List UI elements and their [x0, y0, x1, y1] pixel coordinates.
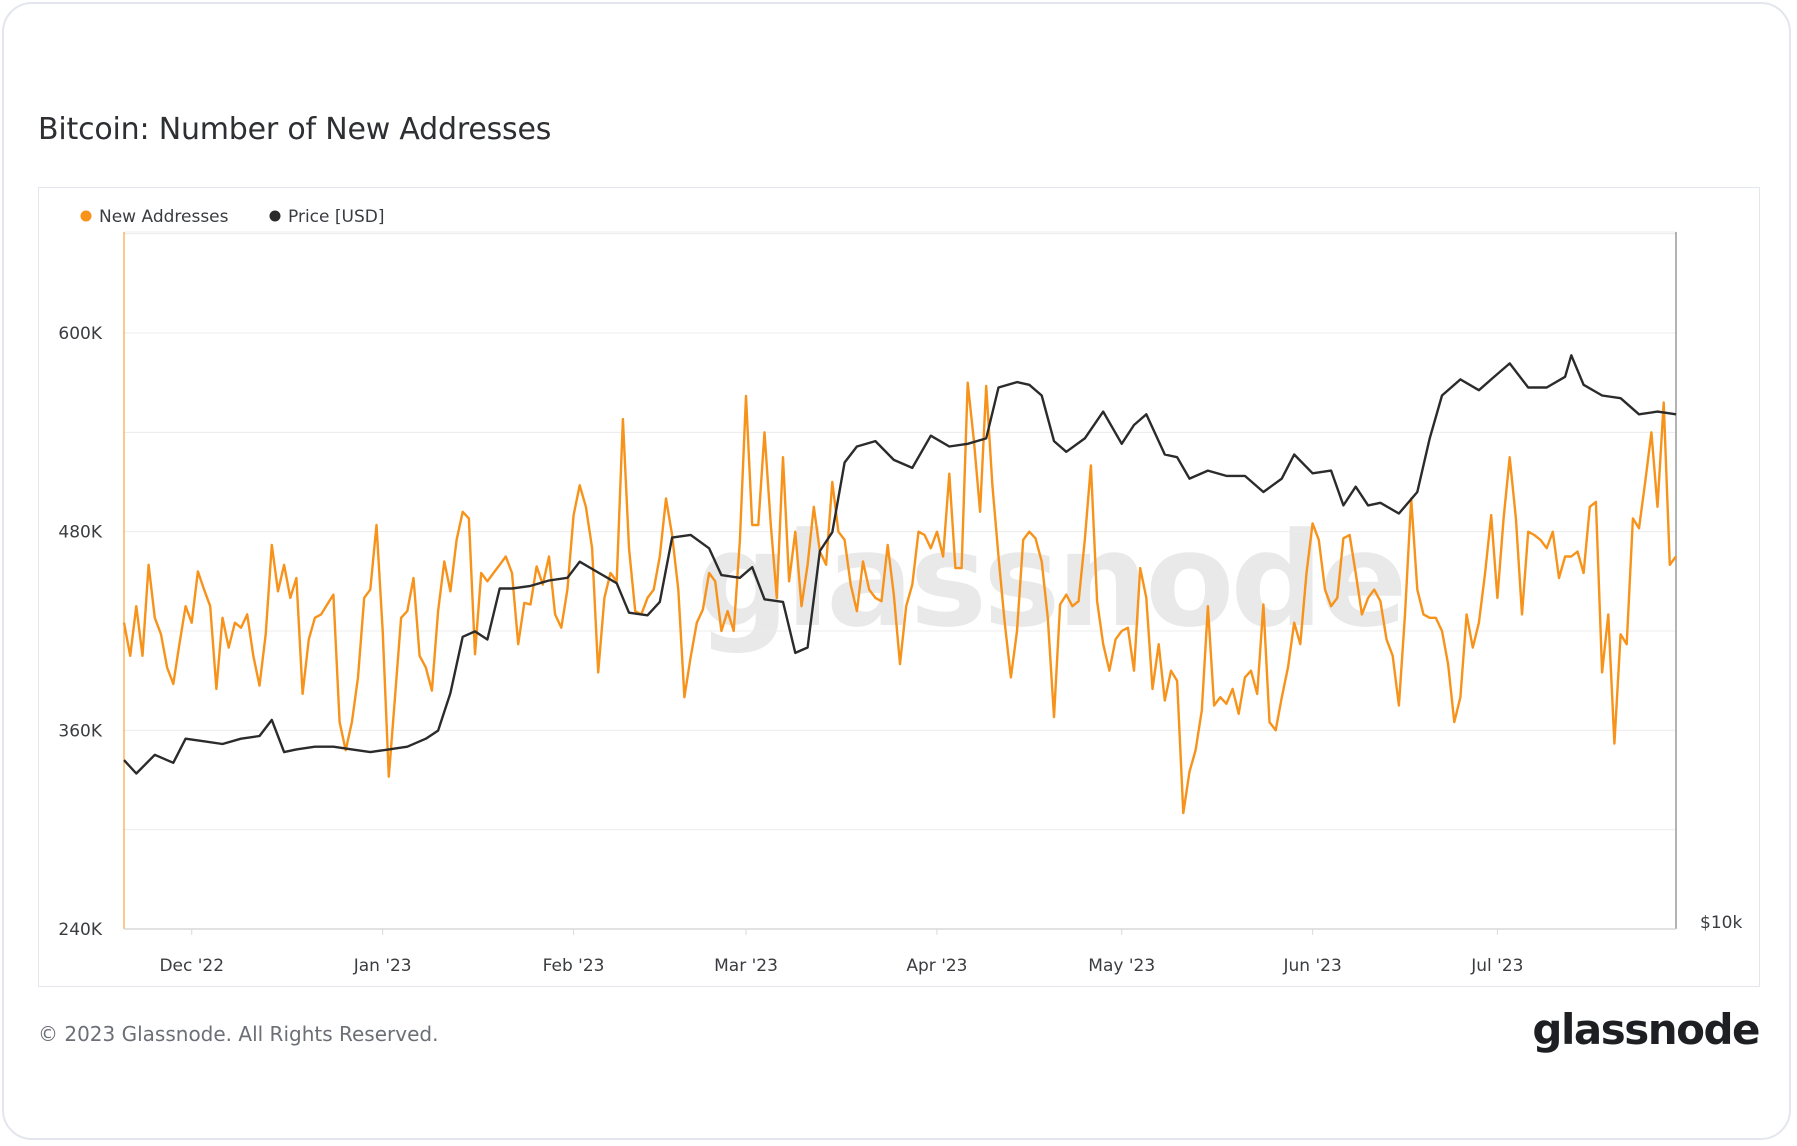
legend-new-addresses[interactable]: New Addresses	[80, 207, 229, 227]
x-tick-label: Feb '23	[543, 956, 605, 976]
glassnode-logo[interactable]: glassnode	[1532, 1005, 1760, 1054]
copyright-text: © 2023 Glassnode. All Rights Reserved.	[38, 1022, 439, 1046]
new-addresses-line	[122, 381, 1677, 815]
x-tick-label: Mar '23	[714, 956, 778, 976]
legend-dot	[80, 210, 92, 222]
y-axis-right-labels: $10k	[1700, 913, 1742, 933]
x-tick-label: Jul '23	[1470, 956, 1523, 976]
y-tick-label: 360K	[58, 721, 102, 741]
x-tick-label: Dec '22	[159, 956, 224, 976]
legend-label: New Addresses	[99, 207, 229, 227]
price-line	[123, 354, 1677, 775]
legend-price[interactable]: Price [USD]	[269, 207, 385, 227]
chart-frame	[38, 187, 1760, 987]
legend[interactable]: New Addresses Price [USD]	[80, 207, 385, 227]
x-tick-label: Apr '23	[906, 956, 967, 976]
legend-dot	[269, 210, 281, 222]
y-tick-label: 240K	[58, 920, 102, 940]
series-lines	[122, 354, 1677, 815]
x-tick-label: Jan '23	[353, 956, 412, 976]
y-tick-label: 480K	[58, 523, 102, 543]
legend-label: Price [USD]	[288, 207, 384, 227]
y-tick-label: 600K	[58, 324, 102, 344]
y-axis-left-labels: 240K 360K 480K 600K	[58, 324, 102, 940]
x-tick-label: May '23	[1088, 956, 1155, 976]
y-right-tick-label: $10k	[1700, 913, 1742, 933]
page-title: Bitcoin: Number of New Addresses	[38, 112, 552, 147]
x-tick-label: Jun '23	[1282, 956, 1341, 976]
x-axis-labels: Dec '22 Jan '23 Feb '23 Mar '23 Apr '23 May '…	[159, 929, 1524, 976]
